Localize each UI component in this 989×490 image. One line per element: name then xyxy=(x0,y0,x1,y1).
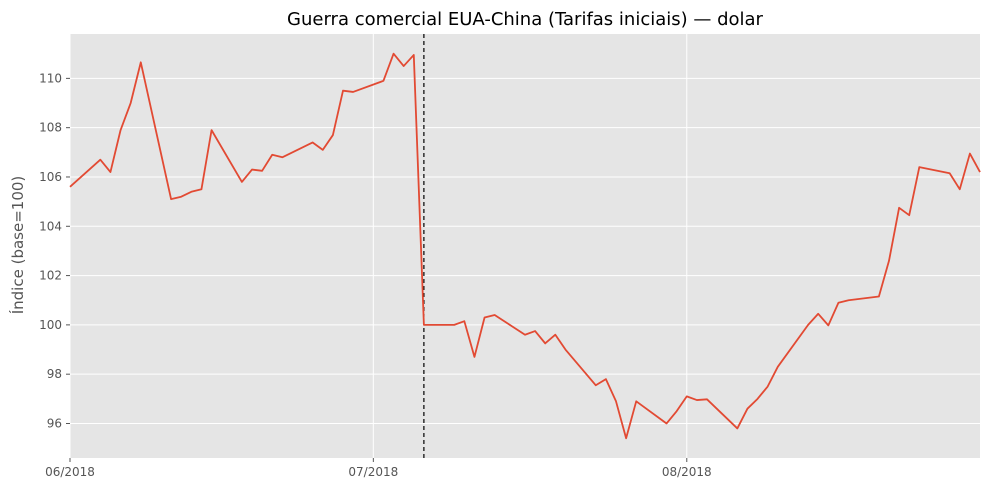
y-axis-label: Índice (base=100) xyxy=(8,176,27,315)
x-axis-ticks: 06/2018 07/2018 08/2018 xyxy=(45,458,712,479)
y-tick-label: 110 xyxy=(39,71,62,85)
y-axis-ticks: 96 98 100 102 104 106 108 110 xyxy=(39,71,70,430)
y-tick-label: 108 xyxy=(39,121,62,135)
series-layer xyxy=(69,52,981,440)
plot-background xyxy=(70,34,980,458)
x-tick-label: 07/2018 xyxy=(348,465,398,479)
y-tick-label: 98 xyxy=(47,367,62,381)
y-tick-label: 104 xyxy=(39,219,62,233)
y-tick-label: 102 xyxy=(39,269,62,283)
x-tick-label: 06/2018 xyxy=(45,465,95,479)
chart-title: Guerra comercial EUA-China (Tarifas inic… xyxy=(287,9,764,30)
grid-lines xyxy=(69,34,980,458)
y-tick-label: 96 xyxy=(47,416,62,430)
y-tick-label: 106 xyxy=(39,170,62,184)
y-tick-label: 100 xyxy=(39,318,62,332)
series-line xyxy=(69,52,981,440)
x-tick-label: 08/2018 xyxy=(662,465,712,479)
